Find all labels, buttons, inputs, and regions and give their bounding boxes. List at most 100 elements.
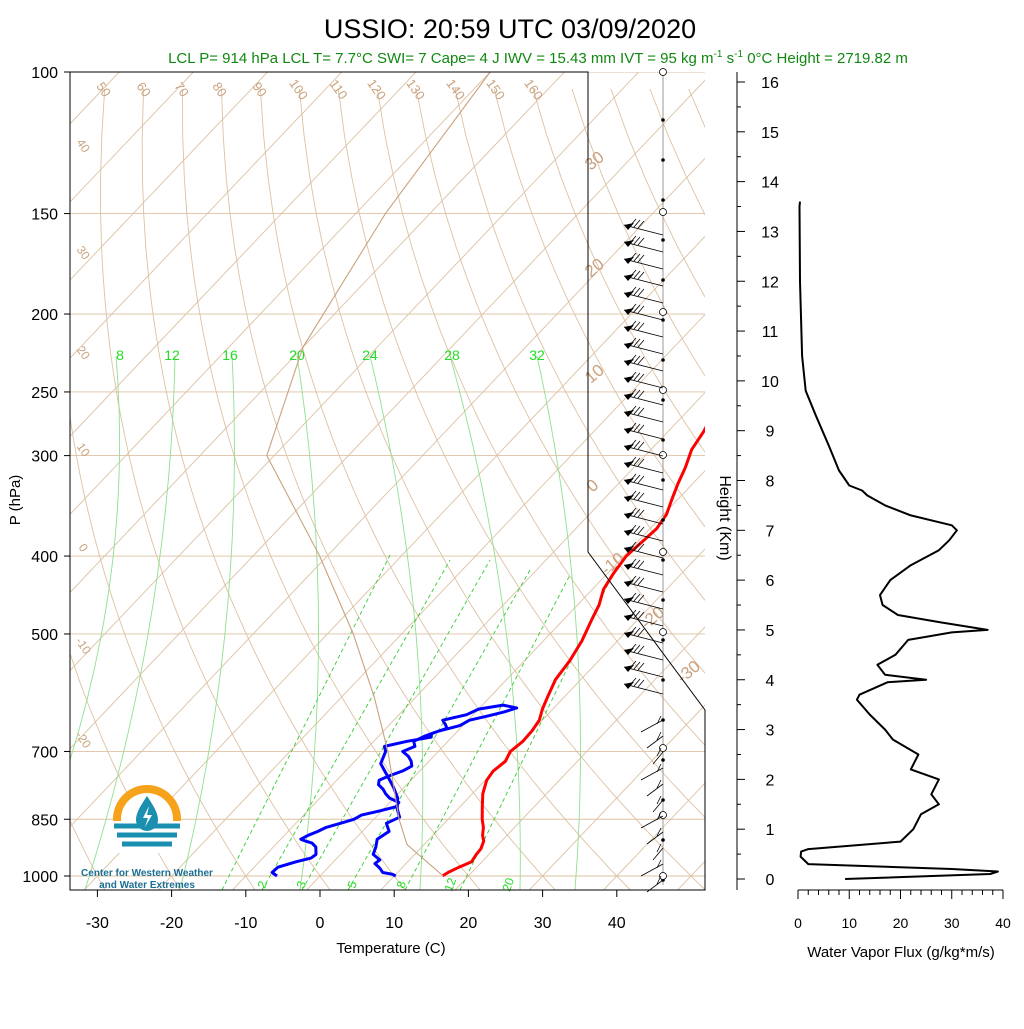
dry-adiabat-line — [259, 88, 631, 890]
wind-barb-feather — [637, 390, 645, 399]
wind-barb-feather — [633, 644, 641, 653]
wind-barb-feather — [637, 339, 645, 348]
flux-y-tick-label: 4 — [766, 673, 775, 690]
subtitle-end: 0°C Height = 2719.82 m — [743, 50, 908, 67]
wind-barb-staff — [640, 767, 664, 781]
isotherm-line — [70, 72, 566, 594]
wind-barb-feather — [629, 541, 637, 550]
logo-text-line1: Center for Western Weather — [81, 868, 213, 879]
dry-adiabat-line — [688, 88, 705, 129]
wind-barb-feather — [633, 423, 641, 432]
wind-barb-staff — [640, 719, 664, 733]
theta-label-left: 20 — [74, 343, 93, 362]
y-tick-label: 400 — [31, 549, 58, 566]
wind-barb-feather — [637, 662, 645, 671]
wind-calm-circle — [659, 308, 667, 316]
wind-barb-pennant — [624, 410, 634, 417]
x-tick-label: -20 — [160, 915, 183, 932]
wind-barb-feather — [629, 575, 637, 584]
wind-calm-circle — [659, 208, 667, 216]
wind-barb-staff — [652, 847, 664, 861]
wind-barb-feather — [656, 843, 662, 853]
wind-barb-feather — [633, 304, 641, 313]
wind-barb-feather — [629, 354, 637, 363]
y-tick-label: 200 — [31, 307, 58, 324]
wind-barb-feather — [637, 526, 645, 535]
wind-barb-feather — [629, 592, 637, 601]
wind-barb-feather — [656, 747, 662, 757]
isotherm-line — [70, 72, 269, 281]
wind-barb-feather — [637, 254, 645, 263]
theta-label-top: 130 — [403, 76, 428, 102]
wind-barb-feather — [633, 338, 641, 347]
wind-level-dot — [661, 158, 665, 162]
wind-barb-feather — [633, 661, 641, 670]
mixing-ratio-top-label: 24 — [362, 347, 378, 363]
skewt-axes: -30 -20 -10 0 10 20 30 401001502002503004005007… — [22, 65, 625, 932]
wind-barb-pennant — [624, 461, 634, 468]
wind-barb-pennant — [624, 478, 634, 485]
theta-label-left: 0 — [76, 541, 91, 555]
wind-barb-feather — [637, 611, 645, 620]
y-tick-label: 850 — [31, 812, 58, 829]
mixing-ratio-top-label: 20 — [289, 347, 305, 363]
subtitle-sup1: -1 — [714, 49, 723, 60]
y-axis-label: P (hPa) — [7, 475, 24, 526]
wind-barb-staff — [652, 799, 664, 813]
wind-barb-feather — [629, 252, 637, 261]
wind-barb-pennant — [624, 614, 634, 621]
wind-barb-feather — [656, 875, 662, 885]
wind-barb-feather — [629, 269, 637, 278]
dry-adiabat-line — [767, 89, 1024, 893]
isotherm-line — [70, 79, 705, 750]
wind-barb-feather — [629, 456, 637, 465]
subtitle-sup2: -1 — [734, 49, 743, 60]
wind-barb-staff — [646, 783, 664, 797]
wind-calm-circle — [659, 744, 667, 752]
flux-y-tick-label: 3 — [766, 723, 775, 740]
dry-adiabat-line — [571, 88, 705, 377]
x-tick-label: 40 — [608, 915, 626, 932]
theta-label-left: -10 — [73, 635, 95, 658]
wind-barb-pennant — [624, 359, 634, 366]
y-tick-label: 150 — [31, 207, 58, 224]
wind-level-dot — [661, 198, 665, 202]
wind-barb-staff — [652, 751, 664, 765]
flux-y-tick-label: 8 — [766, 474, 775, 491]
y-tick-label: 100 — [31, 65, 58, 82]
wind-barb-pennant — [624, 665, 634, 672]
wind-barb-feather — [629, 626, 637, 635]
wind-level-dot — [661, 758, 665, 762]
dry-adiabat-line — [141, 88, 406, 890]
theta-label-top: 90 — [249, 79, 270, 99]
wind-barb-feather — [637, 458, 645, 467]
wind-barb-feather — [629, 337, 637, 346]
flux-series — [798, 201, 999, 880]
isotherm-line — [380, 548, 705, 890]
flux-x-tick-label: 10 — [841, 915, 857, 931]
wind-barb-pennant — [624, 376, 634, 383]
flux-y-tick-label: 10 — [761, 374, 779, 391]
theta-label-top: 120 — [364, 76, 389, 102]
flux-y-tick-label: 6 — [766, 573, 775, 590]
wind-barb-feather — [633, 627, 641, 636]
wind-barb-feather — [633, 457, 641, 466]
flux-x-tick-label: 40 — [995, 915, 1011, 931]
dry-adiabat-line — [298, 88, 705, 890]
wind-barb-staff — [646, 735, 664, 749]
moist-adiabat-line — [449, 355, 521, 890]
sounding-series — [266, 72, 705, 878]
isotherm-line — [734, 35, 1024, 909]
isotherm-line — [528, 704, 705, 890]
water-vapor-flux-line — [798, 201, 999, 880]
isotherm-line — [83, 235, 705, 890]
wind-barb-feather — [633, 508, 641, 517]
wind-barb-pennant — [624, 444, 634, 451]
dry-adiabat-line — [806, 89, 1024, 893]
wind-barb-feather — [633, 593, 641, 602]
dry-adiabat-line — [610, 88, 705, 298]
wind-barb-pennant — [624, 342, 634, 349]
wind-barb-pennant — [624, 682, 634, 689]
